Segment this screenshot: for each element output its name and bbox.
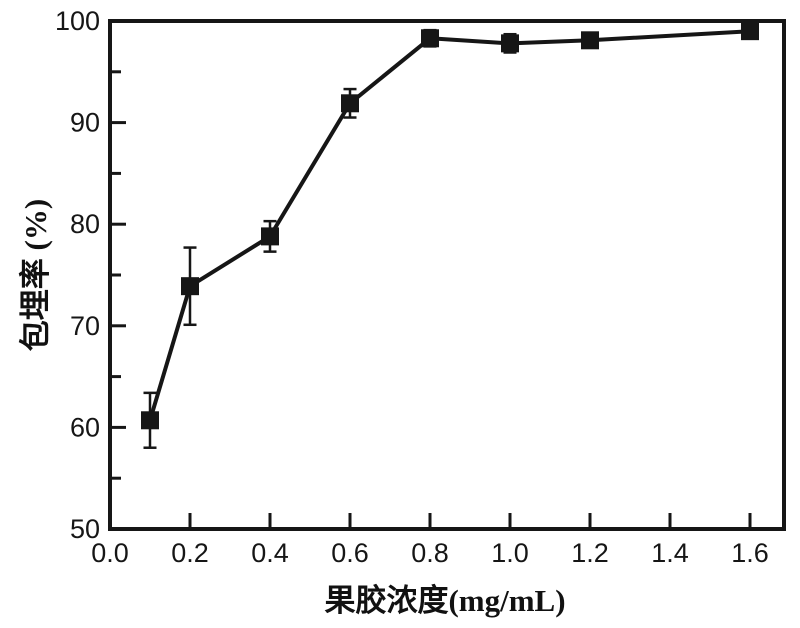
x-tick-label: 1.6 — [731, 538, 769, 568]
data-point-marker — [581, 31, 599, 50]
plot-layer: 50 60 70 80 90 100 0.0 0.2 0.4 0.6 0.8 1.0 1.2 1.4 1.6 — [55, 6, 786, 568]
x-tick-label: 1.4 — [651, 538, 689, 568]
data-point-marker — [141, 411, 159, 430]
data-point-marker — [421, 29, 439, 48]
x-axis-title: 果胶浓度(mg/mL) — [324, 583, 565, 618]
y-tick-label: 60 — [70, 412, 100, 442]
y-tick-label: 80 — [70, 209, 100, 239]
x-tick-label: 0.0 — [91, 538, 129, 568]
x-tick-label: 0.2 — [171, 538, 209, 568]
x-tick-label: 0.6 — [331, 538, 369, 568]
plot-border — [108, 19, 786, 531]
y-tick-label: 90 — [70, 108, 100, 138]
y-axis-title: 包埋率 (%) — [18, 199, 53, 351]
data-point-marker — [501, 34, 519, 53]
x-tick-label: 1.0 — [491, 538, 529, 568]
data-line — [148, 29, 752, 423]
x-tick-label: 1.2 — [571, 538, 609, 568]
data-point-marker — [181, 277, 199, 296]
data-point-marker — [341, 94, 359, 113]
x-tick-label: 0.4 — [251, 538, 289, 568]
y-tick-label: 70 — [70, 311, 100, 341]
x-tick-label: 0.8 — [411, 538, 449, 568]
data-point-marker — [261, 227, 279, 246]
y-tick-label: 100 — [55, 6, 100, 36]
data-point-marker — [741, 22, 759, 41]
y-tick-label: 50 — [70, 514, 100, 544]
